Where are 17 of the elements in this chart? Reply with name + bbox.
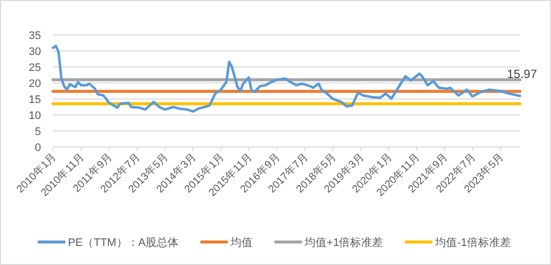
legend-label: 均值	[230, 237, 253, 249]
legend-label: PE（TTM）：A股总体	[68, 236, 179, 249]
y-tick-label: 25	[28, 62, 41, 74]
y-tick-label: 5	[34, 126, 41, 138]
legend-item: PE（TTM）：A股总体	[38, 237, 179, 249]
legend-item: 均值-1倍标准差	[404, 237, 511, 249]
y-tick-label: 30	[28, 46, 41, 58]
y-tick-label: 0	[34, 142, 41, 154]
legend-item: 均值+1倍标准差	[274, 237, 384, 249]
y-tick-label: 35	[28, 30, 41, 42]
y-tick-label: 10	[28, 110, 41, 122]
y-tick-label: 15	[28, 94, 41, 106]
legend-label: 均值-1倍标准差	[434, 236, 511, 249]
legend-item: 均值	[200, 237, 253, 249]
legend-label: 均值+1倍标准差	[304, 236, 384, 249]
annotation: 15.97	[506, 66, 538, 81]
y-tick-label: 20	[28, 78, 41, 90]
